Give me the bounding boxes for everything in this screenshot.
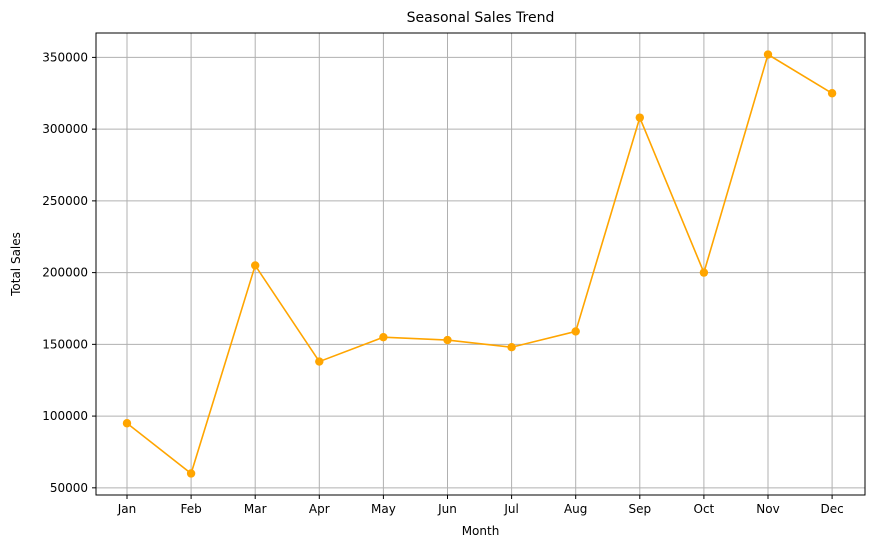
x-tick-label: Mar xyxy=(244,502,267,516)
y-tick-label: 150000 xyxy=(42,337,88,351)
data-point xyxy=(827,89,837,98)
x-tick-label: Sep xyxy=(628,502,651,516)
y-axis-title: Total Sales xyxy=(9,232,23,297)
data-point xyxy=(635,113,644,122)
y-tick-label: 350000 xyxy=(42,50,88,64)
y-tick-label: 300000 xyxy=(42,122,88,136)
y-tick-label: 100000 xyxy=(42,409,88,423)
data-point xyxy=(315,357,324,366)
x-tick-label: Dec xyxy=(820,502,843,516)
data-point xyxy=(122,419,132,428)
x-axis: Jan Feb Mar Apr May Jun Jul Aug Sep Oct Nov Dec xyxy=(117,495,844,516)
y-axis: 50000 100000 150000 200000 250000 300000 35000… xyxy=(42,50,96,495)
plot-frame xyxy=(95,32,866,496)
x-tick-label: Oct xyxy=(694,502,715,516)
series-layer xyxy=(122,50,837,478)
x-tick-label: Feb xyxy=(180,502,201,516)
x-tick-label: May xyxy=(371,502,396,516)
x-tick-label: Jun xyxy=(437,502,457,516)
data-point xyxy=(186,469,196,478)
y-tick-label: 50000 xyxy=(50,481,88,495)
chart-title: Seasonal Sales Trend xyxy=(407,10,555,26)
x-axis-title: Month xyxy=(462,524,500,538)
data-point xyxy=(251,261,260,270)
y-tick-label: 200000 xyxy=(42,266,88,280)
x-tick-label: Jul xyxy=(503,502,518,516)
data-point xyxy=(699,268,709,277)
data-point xyxy=(379,332,388,342)
grid-layer xyxy=(96,33,865,495)
series-line xyxy=(126,53,833,475)
x-tick-label: Nov xyxy=(756,502,779,516)
x-tick-label: Jan xyxy=(117,502,137,516)
data-point xyxy=(507,343,516,352)
x-tick-label: Apr xyxy=(309,502,330,516)
data-point xyxy=(571,327,580,336)
data-point xyxy=(763,50,773,59)
y-tick-label: 250000 xyxy=(42,194,88,208)
data-point xyxy=(443,335,452,345)
x-tick-label: Aug xyxy=(564,502,587,516)
